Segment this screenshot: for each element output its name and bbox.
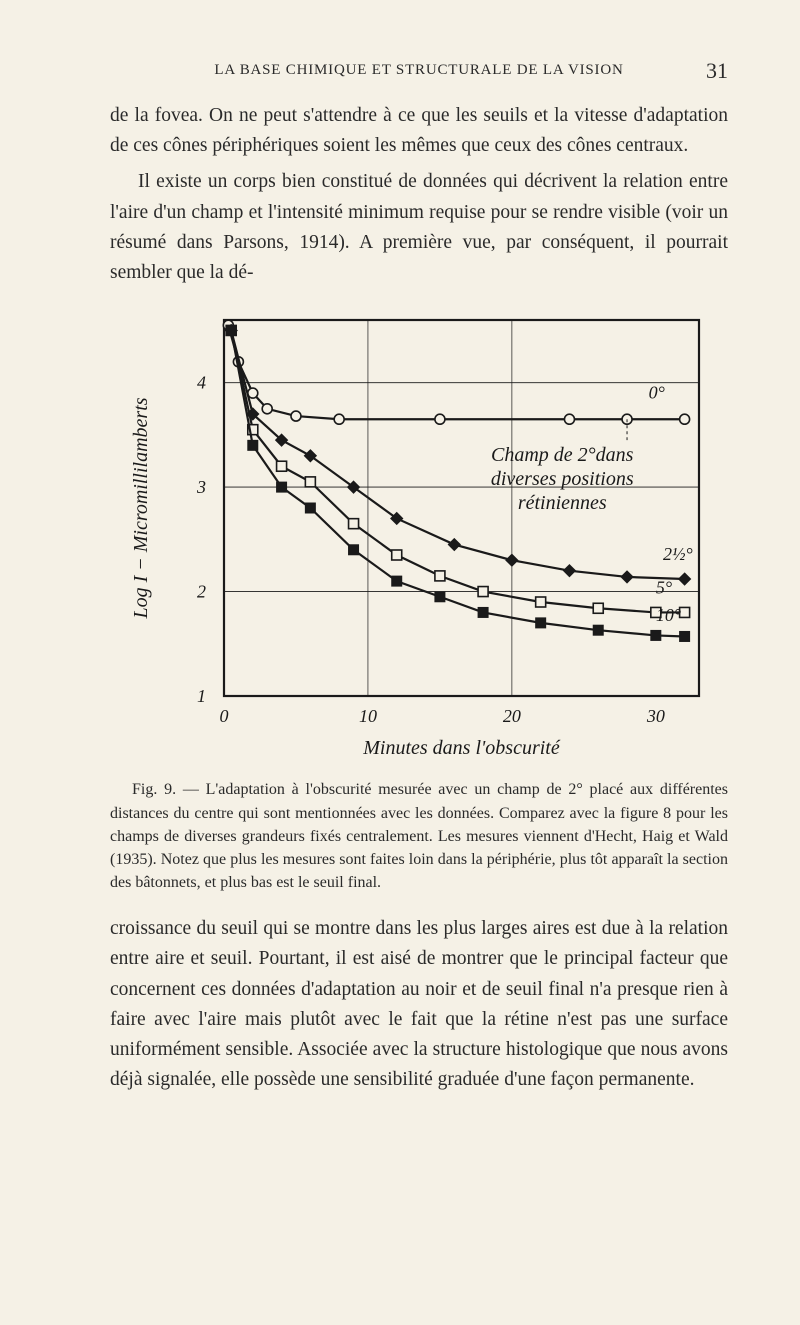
figure-9-caption: Fig. 9. — L'adaptation à l'obscurité mes… <box>110 778 728 894</box>
running-head: LA BASE CHIMIQUE ET STRUCTURALE DE LA VI… <box>214 62 623 79</box>
page-number: 31 <box>706 58 728 84</box>
figure-9-chart: 1 2 3 4 0 10 20 30 Minutes dans l'obscurité Log I… <box>110 306 728 766</box>
svg-text:5°: 5° <box>656 578 672 598</box>
svg-text:30: 30 <box>646 706 665 726</box>
running-head-row: LA BASE CHIMIQUE ET STRUCTURALE DE LA VI… <box>110 62 728 79</box>
svg-text:10°: 10° <box>656 605 681 625</box>
svg-text:3: 3 <box>196 477 206 497</box>
svg-text:Log I − Micromillilamberts: Log I − Micromillilamberts <box>130 398 152 620</box>
page: LA BASE CHIMIQUE ET STRUCTURALE DE LA VI… <box>0 0 800 1325</box>
svg-text:10: 10 <box>359 706 377 726</box>
svg-text:2½°: 2½° <box>663 545 693 565</box>
svg-text:Champ de 2°dans: Champ de 2°dans <box>491 444 634 466</box>
svg-text:rétiniennes: rétiniennes <box>518 492 607 514</box>
svg-text:4: 4 <box>197 373 206 393</box>
svg-text:Minutes dans l'obscurité: Minutes dans l'obscurité <box>362 737 561 759</box>
paragraph-1: de la fovea. On ne peut s'attendre à ce … <box>110 101 728 161</box>
chart-svg: 1 2 3 4 0 10 20 30 Minutes dans l'obscurité Log I… <box>119 306 719 766</box>
svg-text:0: 0 <box>220 706 229 726</box>
svg-text:0°: 0° <box>649 383 665 403</box>
svg-text:20: 20 <box>503 706 521 726</box>
svg-text:2: 2 <box>197 582 206 602</box>
svg-text:1: 1 <box>197 686 206 706</box>
paragraph-2: Il existe un corps bien constitué de don… <box>110 167 728 288</box>
svg-text:diverses positions: diverses positions <box>491 468 634 490</box>
paragraph-3: croissance du seuil qui se montre dans l… <box>110 914 728 1095</box>
